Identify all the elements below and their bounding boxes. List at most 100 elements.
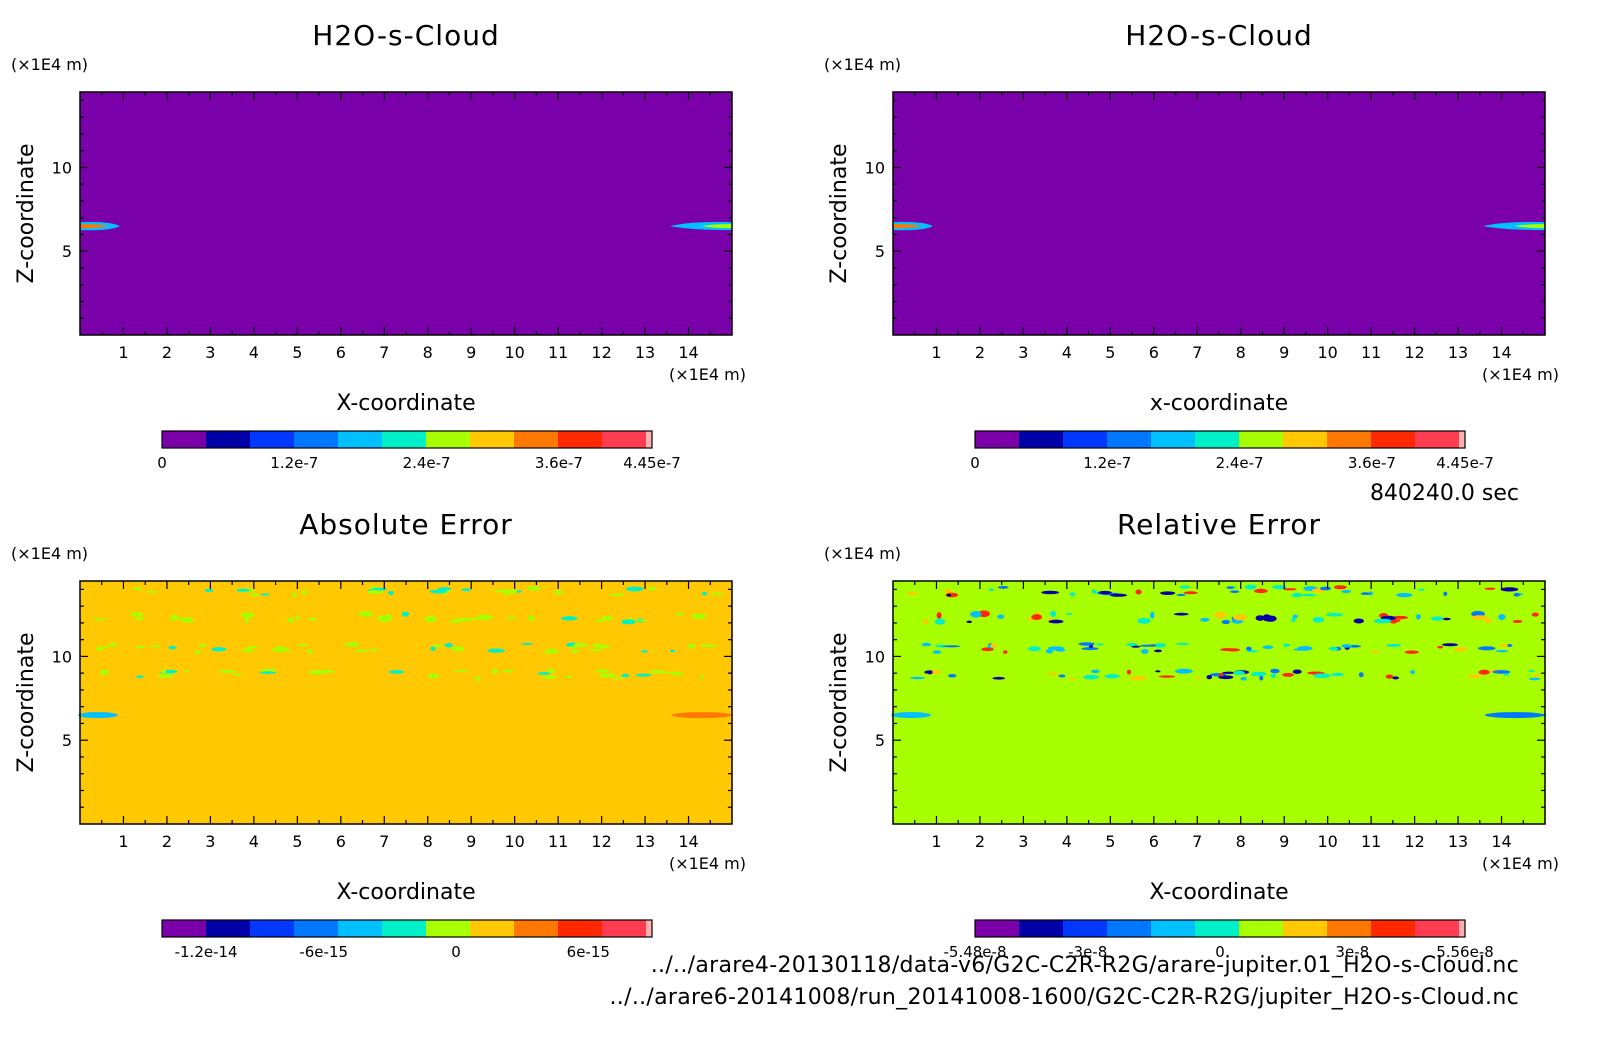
x-tick-label: 5	[1105, 343, 1115, 362]
error-blob	[1222, 671, 1236, 675]
colorbar-swatch	[426, 431, 470, 448]
x-tick-label: 4	[249, 832, 259, 851]
error-blob	[1173, 612, 1189, 616]
error-blob	[1410, 670, 1416, 675]
error-blob	[588, 648, 603, 652]
colorbar-swatch	[382, 920, 426, 937]
error-blob	[701, 591, 708, 596]
error-blob	[1341, 644, 1352, 648]
error-blob	[249, 593, 260, 597]
colorbar-swatch	[975, 920, 1019, 937]
error-blob	[1069, 677, 1075, 681]
error-blob	[1254, 588, 1268, 594]
error-blob	[1226, 648, 1241, 652]
x-unit-label: (×1E4 m)	[669, 365, 746, 384]
error-blob	[247, 645, 258, 648]
error-blob	[450, 646, 465, 652]
error-blob	[1096, 643, 1104, 646]
error-blob	[244, 616, 249, 624]
error-blob	[242, 648, 254, 653]
error-blob	[1471, 615, 1488, 620]
error-blob	[648, 670, 667, 674]
error-blob	[621, 619, 636, 625]
error-blob	[1047, 617, 1053, 621]
error-blob	[1396, 592, 1413, 598]
error-blob	[287, 617, 295, 623]
error-blob	[1404, 650, 1419, 654]
error-blob	[611, 676, 624, 679]
error-blob	[1046, 672, 1059, 676]
timestamp-label: 840240.0 sec	[1369, 481, 1519, 506]
x-tick-label: 2	[162, 343, 172, 362]
error-blob	[1131, 645, 1141, 648]
error-blob	[1495, 650, 1509, 653]
error-blob	[1091, 589, 1097, 594]
x-tick-label: 3	[1018, 832, 1028, 851]
error-blob	[388, 670, 405, 674]
error-blob	[988, 588, 995, 591]
y-axis-label: Z-coordinate	[14, 144, 39, 284]
error-blob	[547, 668, 556, 674]
error-blob	[100, 670, 107, 676]
error-blob	[1371, 650, 1380, 654]
error-blob	[367, 590, 384, 595]
error-blob	[906, 592, 918, 596]
error-blob	[1391, 615, 1409, 620]
x-tick-label: 14	[678, 343, 698, 362]
colorbar-swatch	[1151, 920, 1195, 937]
x-tick-label: 12	[591, 343, 611, 362]
error-blob	[1055, 649, 1066, 652]
error-blob	[1319, 586, 1332, 591]
x-tick-label: 12	[1404, 832, 1424, 851]
colorbar-swatch	[382, 431, 426, 448]
error-blob	[1078, 642, 1095, 646]
error-blob	[1125, 643, 1138, 647]
error-blob	[474, 617, 484, 621]
error-blob	[1081, 647, 1099, 651]
panel-2: H2O-s-Cloud(×1E4 m)1 2 3 4 5 6 7 8 9 10 11 12 13 1451…	[824, 19, 1559, 472]
x-tick-label: 11	[1361, 832, 1381, 851]
colorbar-swatch	[1327, 920, 1371, 937]
error-blob	[1176, 593, 1186, 596]
error-blob	[600, 615, 614, 621]
error-blob	[1244, 584, 1257, 590]
colorbar-swatch	[1371, 431, 1415, 448]
colorbar-swatch	[470, 920, 514, 937]
error-blob	[527, 615, 535, 622]
error-blob	[1003, 650, 1008, 654]
error-blob	[297, 644, 309, 647]
x-tick-label: 3	[205, 832, 215, 851]
error-blob	[621, 673, 630, 678]
error-blob	[1292, 614, 1298, 619]
colorbar-tick-label: 3.6e-7	[535, 454, 583, 472]
colorbar-swatch	[1459, 431, 1465, 448]
error-blob	[161, 668, 166, 674]
error-blob	[634, 619, 648, 622]
panel-4: Relative Error(×1E4 m)1 2 3 4 5 6 7 8 9 10 11 12 13 1…	[824, 508, 1559, 961]
error-blob	[1498, 614, 1506, 620]
error-blob	[997, 614, 1005, 619]
error-blob	[456, 617, 475, 622]
error-blob	[1283, 588, 1297, 591]
error-blob	[1150, 611, 1155, 619]
error-blob	[1240, 676, 1247, 681]
error-blob	[1330, 672, 1344, 677]
colorbar-tick-label: 0	[157, 454, 167, 472]
colorbar-swatch	[1459, 920, 1465, 937]
plot-area	[80, 92, 732, 335]
panel-1: H2O-s-Cloud(×1E4 m)1 2 3 4 5 6 7 8 9 10 11 12 13 1451…	[11, 19, 746, 472]
colorbar-tick-label: 0	[1215, 943, 1225, 961]
error-blob	[1058, 674, 1066, 678]
x-tick-label: 4	[1062, 343, 1072, 362]
error-blob	[1353, 618, 1364, 624]
error-blob	[146, 590, 157, 593]
colorbar-swatch	[1195, 431, 1239, 448]
x-tick-label: 11	[548, 343, 568, 362]
error-blob	[1129, 676, 1147, 681]
colorbar-swatch	[1019, 431, 1063, 448]
error-blob	[520, 642, 534, 645]
error-blob	[647, 586, 657, 591]
x-tick-label: 12	[1404, 343, 1424, 362]
x-tick-label: 1	[118, 343, 128, 362]
colorbar-swatch	[1151, 431, 1195, 448]
